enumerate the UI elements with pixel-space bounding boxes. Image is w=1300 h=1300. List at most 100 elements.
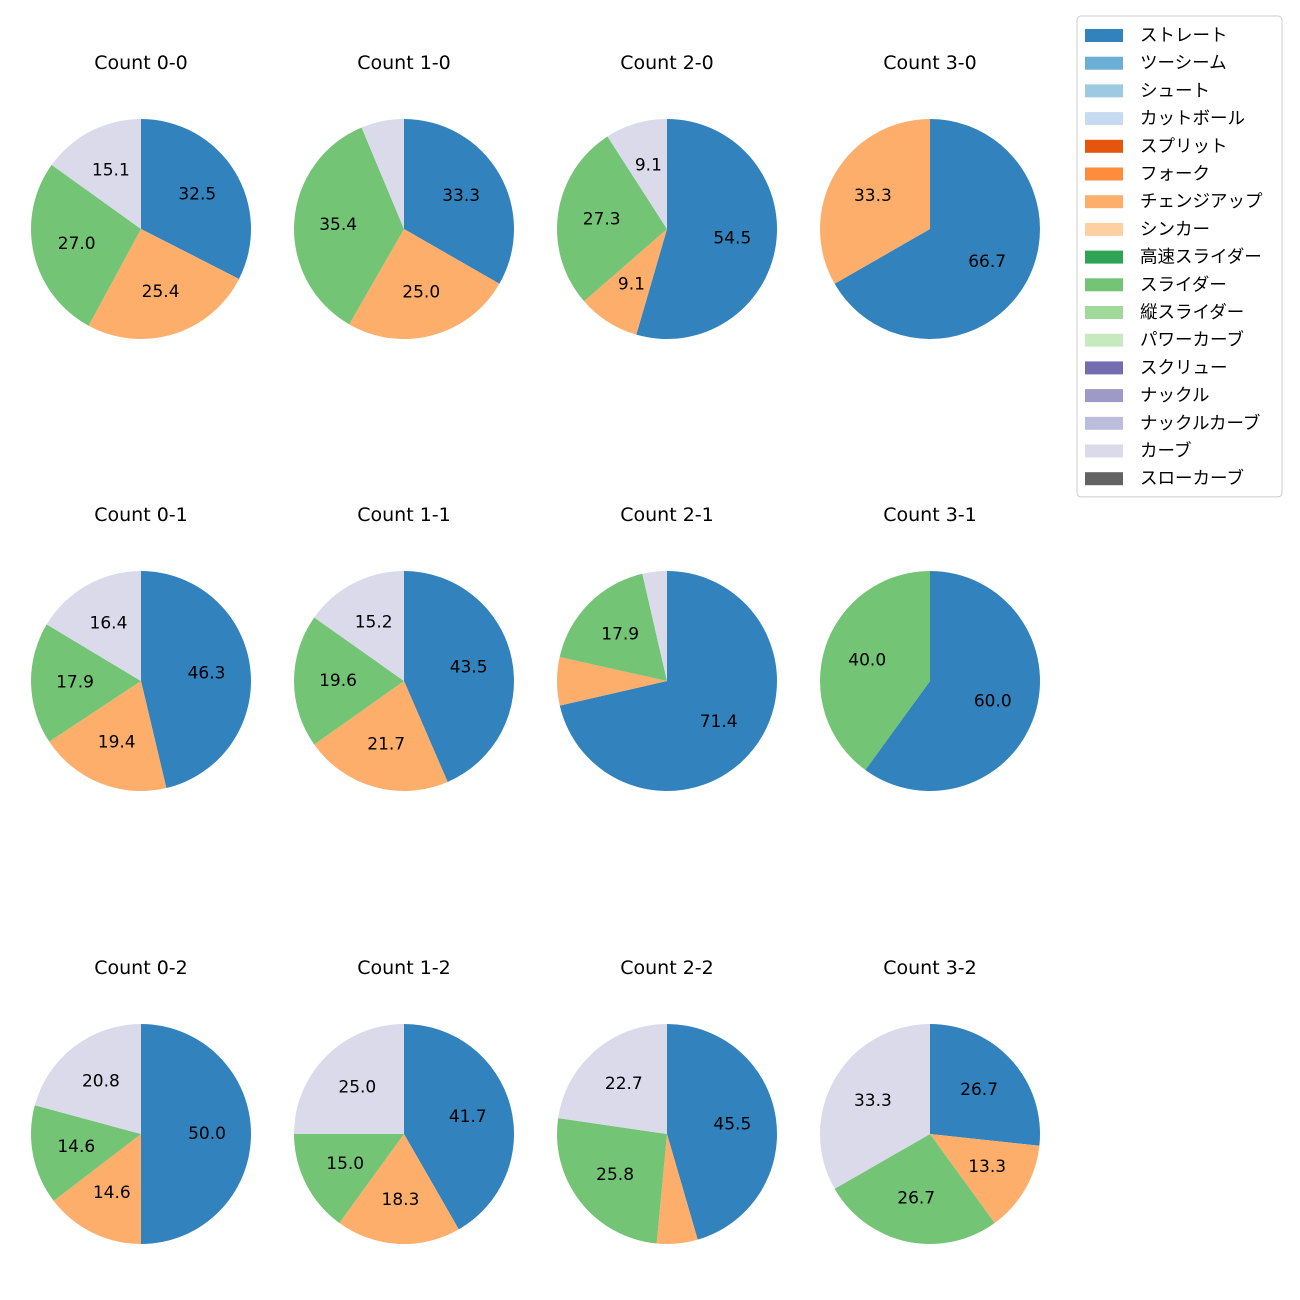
legend-label: フォーク — [1140, 165, 1210, 185]
legend-item: スライダー — [1085, 275, 1227, 295]
legend-swatch — [1085, 278, 1123, 292]
pie-slice — [819, 1023, 930, 1189]
slice-label: 15.0 — [326, 1154, 364, 1174]
pie-slice — [404, 1024, 515, 1230]
pie-slice — [141, 119, 251, 279]
slice-label: 26.7 — [960, 1080, 998, 1100]
slice-label: 25.8 — [596, 1165, 634, 1185]
legend-item: フォーク — [1085, 165, 1210, 185]
pie-slice — [557, 136, 667, 302]
slice-label: 9.1 — [618, 275, 645, 295]
legend-label: ストレート — [1140, 26, 1228, 46]
legend-swatch — [1085, 306, 1123, 319]
slice-label: 19.4 — [98, 732, 136, 752]
legend-item: スクリュー — [1085, 358, 1228, 378]
pie-title: Count 1-0 — [357, 52, 451, 74]
slice-label: 17.9 — [56, 672, 94, 692]
legend-item: パワーカーブ — [1085, 330, 1244, 351]
slice-label: 19.6 — [319, 671, 357, 691]
slice-label: 26.7 — [897, 1189, 935, 1209]
pie-slice — [584, 229, 667, 335]
pie-slice — [656, 1134, 698, 1244]
slice-label: 41.7 — [449, 1107, 487, 1127]
pie-slice — [558, 1024, 667, 1134]
slice-label: 13.3 — [968, 1157, 1006, 1177]
pie-slice — [557, 1118, 667, 1244]
legend-label: ツーシーム — [1140, 54, 1227, 74]
legend-label: ナックルカーブ — [1140, 413, 1260, 434]
pie-slice — [642, 570, 667, 681]
pie-chart: Count 1-0 33.3 25.0 35.4 — [294, 52, 515, 340]
slice-label: 40.0 — [848, 651, 886, 671]
pie-title: Count 1-2 — [357, 957, 451, 979]
pie-title: Count 0-1 — [94, 504, 188, 526]
slice-label: 15.1 — [92, 160, 130, 180]
pie-slice — [636, 118, 778, 339]
pie-slice — [293, 617, 404, 745]
pie-title: Count 3-2 — [883, 957, 977, 979]
slice-label: 66.7 — [968, 252, 1006, 272]
legend-swatch — [1085, 389, 1123, 403]
pie-slice — [559, 571, 777, 791]
legend-label: シンカー — [1140, 220, 1210, 240]
slice-label: 14.6 — [57, 1137, 95, 1157]
slice-label: 43.5 — [450, 658, 488, 678]
pie-slice — [819, 571, 930, 770]
legend-item: ツーシーム — [1085, 54, 1227, 74]
legend: ストレートツーシームシュートカットボールスプリットフォークチェンジアップシンカー… — [1076, 15, 1283, 498]
pie-slice — [51, 119, 141, 229]
pie-chart: Count 1-2 41.7 18.3 15.0 25.0 — [294, 957, 515, 1245]
slice-label: 15.2 — [355, 612, 393, 632]
slice-label: 25.0 — [402, 283, 440, 303]
legend-swatch — [1085, 444, 1123, 458]
legend-swatch — [1085, 139, 1123, 153]
pie-title: Count 0-2 — [94, 957, 188, 979]
legend-label: 縦スライダー — [1140, 303, 1244, 323]
pie-slice — [556, 657, 667, 706]
pie-slice — [314, 571, 404, 681]
pie-chart: Count 2-0 54.5 9.1 27.3 9.1 — [557, 52, 778, 339]
slice-label: 32.5 — [178, 185, 216, 205]
pie-chart: Count 0-0 32.5 25.4 27.0 15.1 — [30, 52, 251, 339]
legend-item: 縦スライダー — [1085, 303, 1244, 323]
pie-charts: Count 0-0 32.5 25.4 27.0 15.1 Count 1-0 33.3 25… — [30, 52, 1040, 1245]
legend-item: スローカーブ — [1085, 468, 1244, 489]
legend-swatch — [1085, 84, 1123, 98]
pie-slice — [294, 127, 404, 325]
legend-swatch — [1085, 333, 1123, 347]
pie-slice — [607, 119, 667, 229]
pie-slice — [667, 1024, 777, 1240]
pie-title: Count 1-1 — [357, 504, 451, 526]
legend-label: 高速スライダー — [1140, 248, 1262, 268]
pie-chart: Count 2-1 71.4 17.9 — [556, 504, 777, 791]
legend-label: カットボール — [1140, 109, 1245, 129]
pie-slice — [34, 1024, 142, 1134]
legend-swatch — [1085, 250, 1123, 264]
pie-slice — [49, 681, 167, 791]
legend-item: カーブ — [1085, 441, 1191, 462]
legend-swatch — [1085, 416, 1123, 430]
pie-slice — [930, 1134, 1040, 1223]
legend-label: スローカーブ — [1140, 468, 1244, 489]
pie-slice — [559, 573, 667, 681]
pie-slice — [404, 571, 514, 782]
pie-chart: Count 0-2 50.0 14.6 14.6 20.8 — [31, 957, 251, 1244]
pie-slice — [141, 1024, 251, 1244]
slice-label: 33.3 — [854, 1091, 892, 1111]
legend-swatch — [1085, 112, 1123, 126]
slice-label: 33.3 — [854, 186, 892, 206]
pie-slice — [294, 1134, 404, 1223]
pie-slice — [141, 571, 251, 789]
pie-slice — [349, 229, 500, 340]
slice-label: 27.0 — [58, 234, 96, 254]
legend-label: シュート — [1140, 81, 1210, 101]
legend-label: ナックル — [1140, 386, 1209, 406]
legend-label: スライダー — [1140, 275, 1227, 295]
pie-slice — [339, 1134, 459, 1245]
slice-label: 25.4 — [142, 282, 180, 302]
slice-label: 22.7 — [605, 1074, 643, 1094]
pie-slice — [361, 119, 404, 229]
slice-label: 9.1 — [635, 156, 662, 176]
pie-slice — [404, 118, 515, 284]
legend-label: スプリット — [1140, 137, 1228, 157]
